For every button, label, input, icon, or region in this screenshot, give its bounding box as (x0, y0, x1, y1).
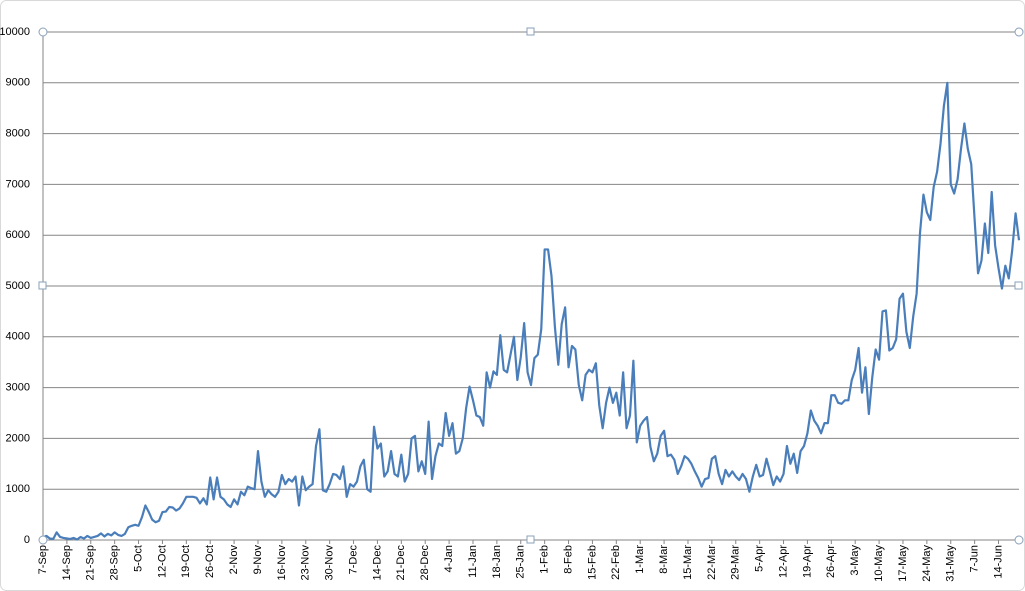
x-tick-label: 25-Jan (515, 545, 527, 579)
x-tick-label: 29-Mar (730, 545, 742, 580)
y-tick-label: 3000 (6, 382, 30, 394)
x-tick-label: 9-Nov (252, 545, 264, 575)
x-tick-label: 30-Nov (324, 545, 336, 581)
x-tick-label: 1-Feb (539, 545, 551, 574)
y-tick-label: 5000 (6, 280, 30, 292)
y-tick-label: 2000 (6, 432, 30, 444)
x-tick-label: 3-May (849, 545, 861, 576)
x-tick-label: 23-Nov (300, 545, 312, 581)
y-tick-label: 9000 (6, 77, 30, 89)
x-tick-label: 8-Feb (562, 545, 574, 574)
x-tick-label: 16-Nov (276, 545, 288, 581)
x-tick-label: 5-Oct (132, 545, 144, 572)
handle (1014, 281, 1023, 290)
y-tick-label: 0 (24, 534, 30, 546)
x-tick-label: 8-Mar (658, 545, 670, 574)
x-tick-label: 12-Apr (777, 545, 789, 578)
x-tick-label: 31-May (945, 545, 957, 582)
x-tick-label: 18-Jan (491, 545, 503, 579)
x-tick-label: 10-May (873, 545, 885, 582)
handle (526, 27, 535, 36)
x-tick-label: 15-Feb (586, 545, 598, 580)
x-tick-label: 2-Nov (228, 545, 240, 575)
handle (38, 27, 48, 37)
x-tick-label: 26-Apr (825, 545, 837, 578)
x-tick-label: 26-Oct (204, 545, 216, 578)
handle (1014, 27, 1024, 37)
x-tick-label: 21-Sep (85, 545, 97, 580)
x-tick-label: 17-May (897, 545, 909, 582)
x-tick-label: 5-Apr (754, 545, 766, 572)
x-tick-label: 11-Jan (467, 545, 479, 578)
x-tick-label: 1-Mar (634, 545, 646, 574)
x-tick-label: 22-Mar (706, 545, 718, 580)
y-tick-label: 6000 (6, 229, 30, 241)
x-tick-label: 28-Dec (419, 545, 431, 581)
x-tick-label: 4-Jan (443, 545, 455, 573)
x-tick-label: 14-Dec (371, 545, 383, 581)
x-tick-label: 28-Sep (109, 545, 121, 580)
handle (526, 535, 535, 544)
handle (38, 535, 48, 545)
x-tick-label: 7-Dec (347, 545, 359, 575)
y-tick-label: 10000 (0, 26, 30, 38)
y-tick-label: 4000 (6, 331, 30, 343)
x-tick-label: 22-Feb (610, 545, 622, 580)
plot-area: 0 1000 2000 3000 4000 5000 6000 7000 8000 9000 100… (0, 26, 1021, 582)
x-tick-label: 24-May (921, 545, 933, 582)
y-tick-label: 8000 (6, 128, 30, 140)
x-tick-label: 21-Dec (395, 545, 407, 581)
x-tick-label: 12-Oct (156, 545, 168, 578)
x-tick-label: 19-Apr (801, 545, 813, 578)
x-tick-label: 14-Jun (992, 545, 1004, 579)
y-tick-label: 1000 (6, 483, 30, 495)
x-tick-label: 15-Mar (682, 545, 694, 580)
handle (1014, 535, 1024, 545)
x-tick-label: 7-Sep (37, 545, 49, 574)
x-tick-label: 19-Oct (180, 545, 192, 578)
selection-handles (38, 27, 1024, 545)
handle (38, 281, 47, 290)
x-tick-label: 14-Sep (61, 545, 73, 580)
data-line (42, 81, 1021, 541)
y-tick-label: 7000 (6, 178, 30, 190)
x-tick-label: 7-Jun (969, 545, 981, 573)
